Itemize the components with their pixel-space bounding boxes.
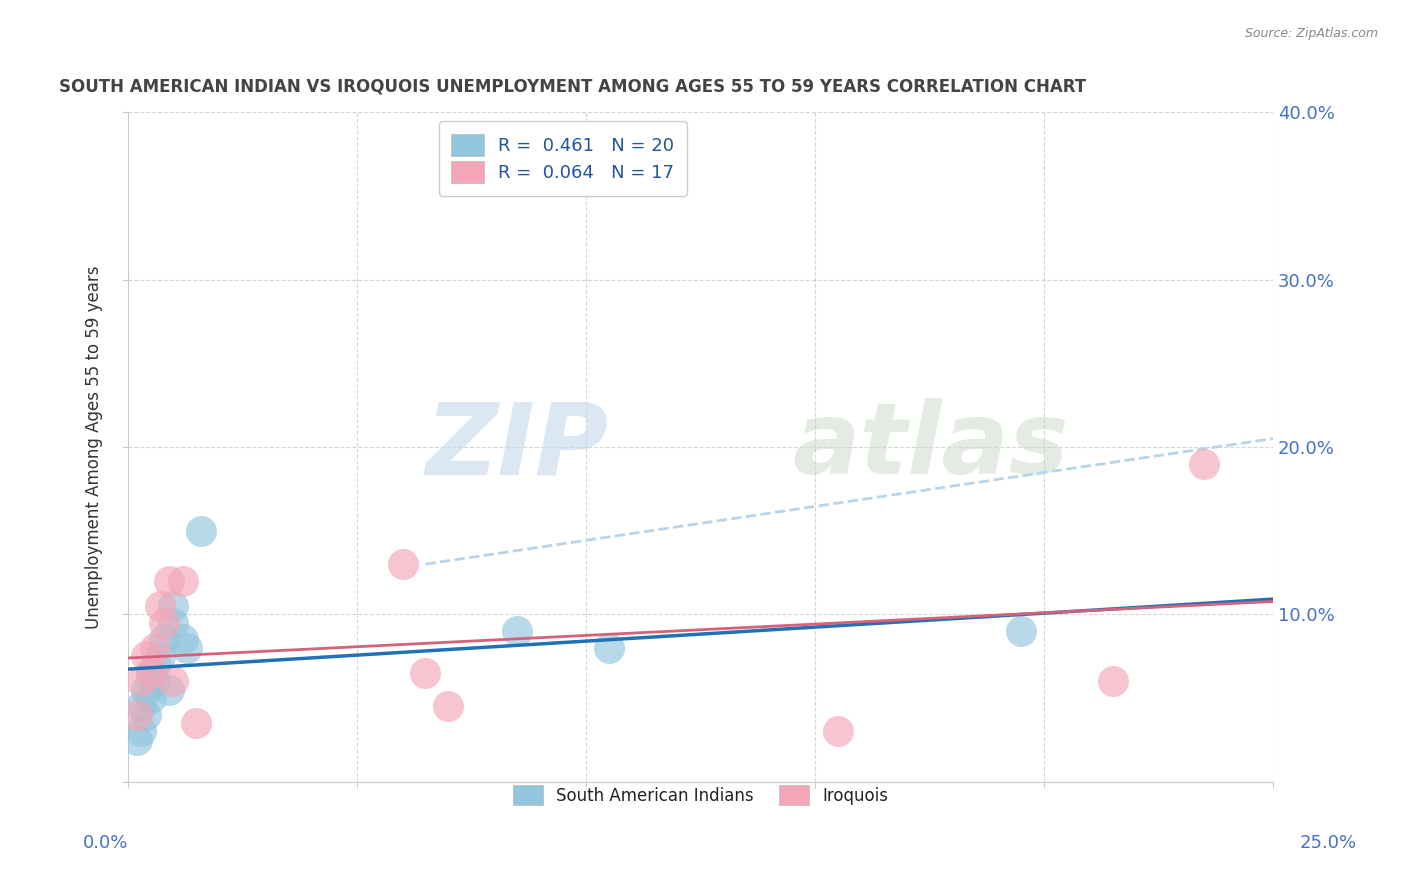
Point	[149, 599, 172, 613]
Point	[131, 674, 153, 689]
Point	[162, 599, 184, 613]
Point	[125, 707, 148, 722]
Point	[391, 557, 413, 571]
Point	[139, 691, 162, 706]
Point	[506, 624, 529, 638]
Text: Source: ZipAtlas.com: Source: ZipAtlas.com	[1244, 27, 1378, 40]
Point	[415, 665, 437, 680]
Point	[172, 574, 194, 588]
Text: SOUTH AMERICAN INDIAN VS IROQUOIS UNEMPLOYMENT AMONG AGES 55 TO 59 YEARS CORRELA: SOUTH AMERICAN INDIAN VS IROQUOIS UNEMPL…	[59, 78, 1085, 95]
Point	[139, 665, 162, 680]
Point	[135, 707, 157, 722]
Point	[139, 665, 162, 680]
Point	[176, 640, 198, 655]
Point	[135, 649, 157, 664]
Point	[827, 724, 849, 739]
Point	[135, 682, 157, 697]
Point	[172, 632, 194, 647]
Point	[143, 640, 166, 655]
Point	[131, 724, 153, 739]
Point	[143, 657, 166, 672]
Point	[162, 615, 184, 630]
Text: 0.0%: 0.0%	[83, 834, 128, 852]
Point	[153, 615, 176, 630]
Point	[598, 640, 620, 655]
Point	[186, 716, 208, 731]
Point	[190, 524, 212, 538]
Point	[1010, 624, 1032, 638]
Text: ZIP: ZIP	[426, 399, 609, 495]
Legend: South American Indians, Iroquois: South American Indians, Iroquois	[505, 777, 896, 814]
Text: atlas: atlas	[792, 399, 1069, 495]
Point	[437, 699, 460, 714]
Point	[157, 682, 180, 697]
Point	[157, 574, 180, 588]
Point	[153, 632, 176, 647]
Point	[143, 674, 166, 689]
Point	[1194, 457, 1216, 471]
Text: 25.0%: 25.0%	[1301, 834, 1357, 852]
Point	[162, 674, 184, 689]
Point	[125, 732, 148, 747]
Point	[149, 649, 172, 664]
Point	[131, 699, 153, 714]
Y-axis label: Unemployment Among Ages 55 to 59 years: Unemployment Among Ages 55 to 59 years	[86, 265, 103, 629]
Point	[1101, 674, 1123, 689]
